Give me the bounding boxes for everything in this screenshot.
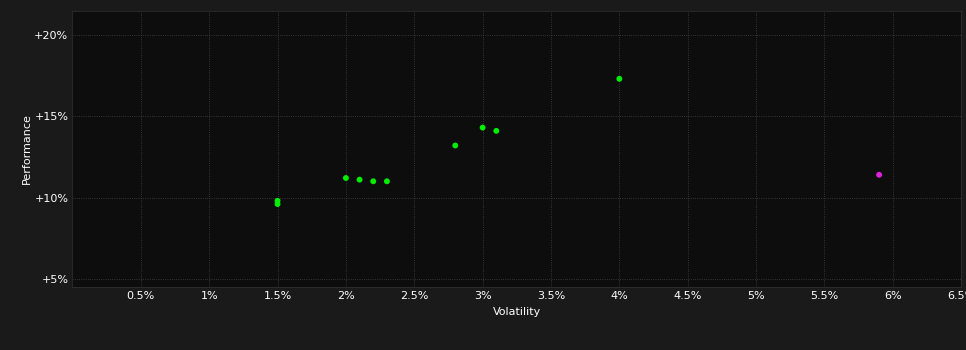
Point — [475, 125, 491, 131]
Point — [338, 175, 354, 181]
Y-axis label: Performance: Performance — [21, 113, 31, 184]
Point — [380, 178, 395, 184]
Point — [270, 201, 285, 207]
Point — [871, 172, 887, 177]
Point — [447, 143, 463, 148]
Point — [489, 128, 504, 134]
Point — [270, 198, 285, 204]
X-axis label: Volatility: Volatility — [493, 307, 541, 317]
Point — [352, 177, 367, 182]
Point — [611, 76, 627, 82]
Point — [365, 178, 381, 184]
